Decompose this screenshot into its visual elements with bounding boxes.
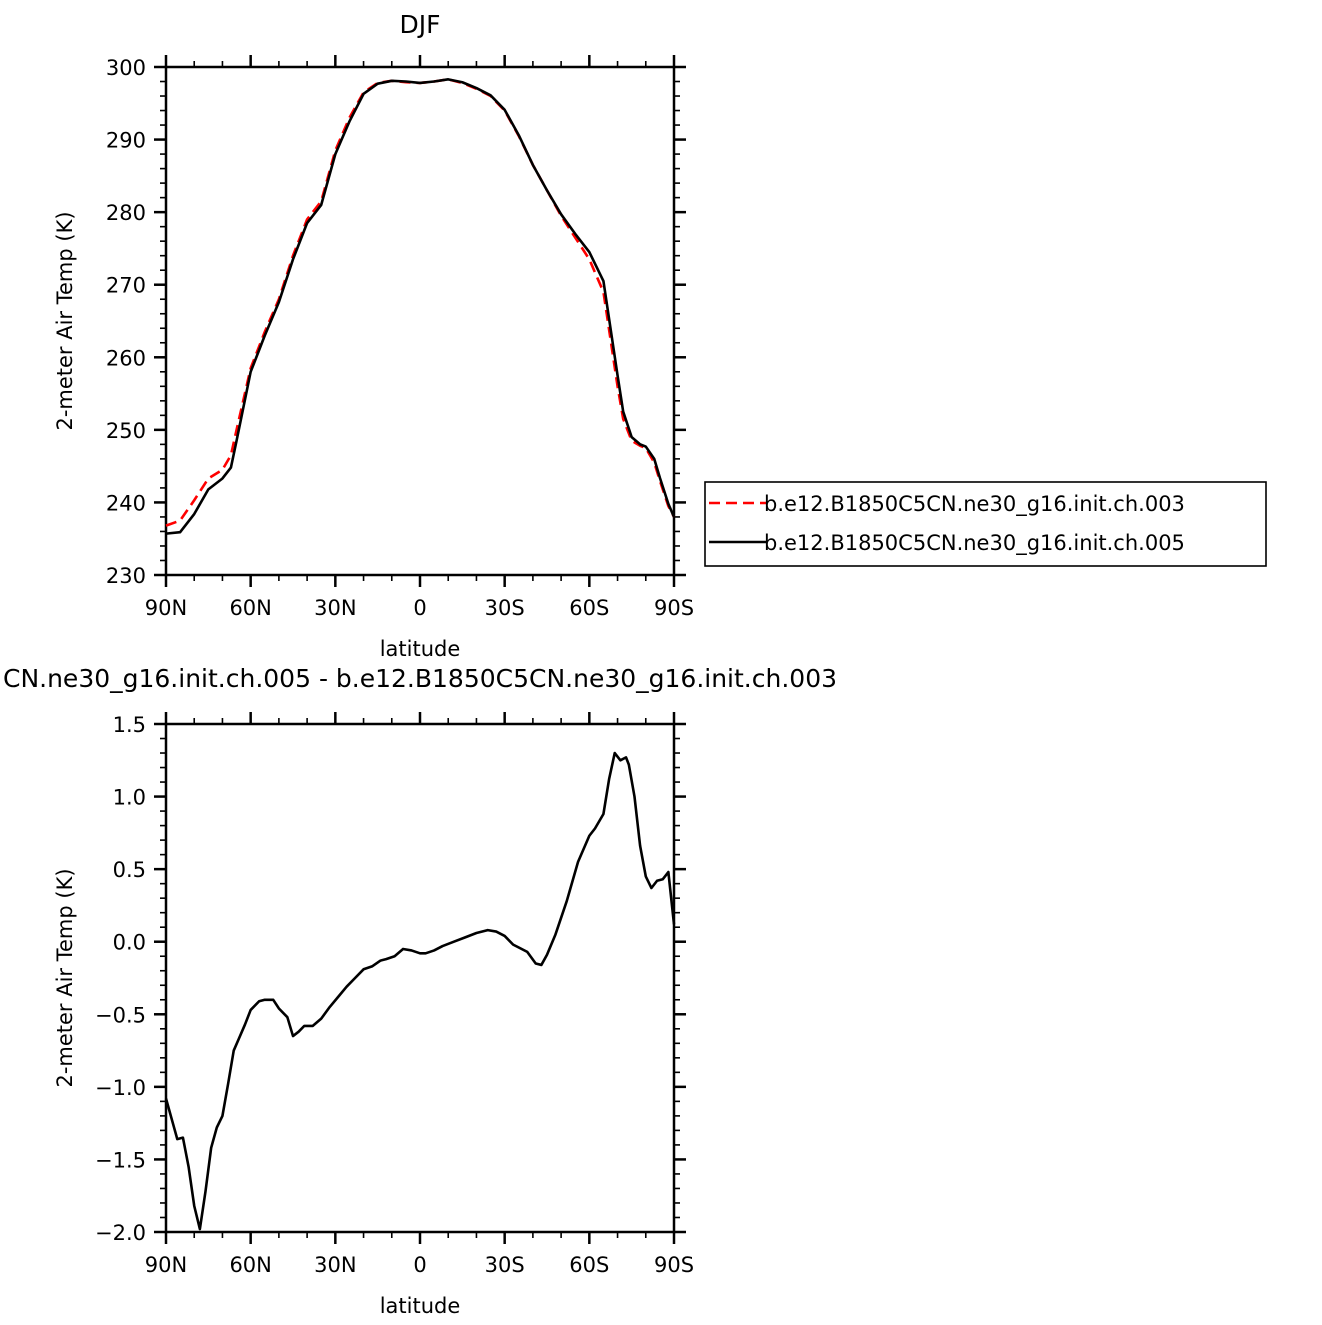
series-line-1: [164, 751, 676, 1231]
x-tick-label: 30S: [485, 596, 525, 620]
y-tick-label: 300: [106, 56, 146, 80]
x-tick-label: 30N: [314, 596, 356, 620]
x-tick-label: 60N: [229, 596, 271, 620]
tick-marks: [160, 718, 680, 1238]
series-line-1: [165, 78, 676, 527]
legend-label-1: b.e12.B1850C5CN.ne30_g16.init.ch.003: [764, 492, 1185, 517]
y-tick-label: 280: [106, 201, 146, 225]
x-tick-label: 30N: [314, 1253, 356, 1277]
x-axis-label: latitude: [380, 637, 461, 661]
y-tick-label: 240: [106, 491, 146, 515]
series-line-2: [165, 78, 676, 535]
y-axis-label: 2-meter Air Temp (K): [53, 211, 77, 430]
y-tick-label: −0.5: [95, 1003, 146, 1027]
x-tick-label: 60N: [229, 1253, 271, 1277]
legend: b.e12.B1850C5CN.ne30_g16.init.ch.003 b.e1…: [704, 481, 1267, 567]
y-tick-label: 1.5: [113, 713, 146, 737]
y-tick-label: 260: [106, 346, 146, 370]
x-tick-label: 90S: [654, 1253, 694, 1277]
x-tick-label: 60S: [569, 1253, 609, 1277]
y-tick-label: −1.5: [95, 1148, 146, 1172]
y-tick-label: 250: [106, 419, 146, 443]
y-tick-label: 0.5: [113, 858, 146, 882]
y-axis-label: 2-meter Air Temp (K): [53, 868, 77, 1087]
x-tick-label: 30S: [485, 1253, 525, 1277]
chart-panel-2: CN.ne30_g16.init.ch.005 - b.e12.B1850C5C…: [3, 664, 837, 1318]
y-tick-label: −1.0: [95, 1076, 146, 1100]
legend-box: [704, 481, 1267, 567]
y-tick-label: 270: [106, 274, 146, 298]
x-tick-label: 90S: [654, 596, 694, 620]
chart-panel-1: DJF 90N 60N 30N 0 30S 60S 90S 230 240 250 260 270 280…: [53, 10, 1267, 661]
plot-frame: [164, 65, 676, 577]
y-tick-label: −2.0: [95, 1221, 146, 1245]
plot-frame: [164, 722, 676, 1234]
chart-title: CN.ne30_g16.init.ch.005 - b.e12.B1850C5C…: [3, 664, 837, 693]
y-tick-label: 290: [106, 129, 146, 153]
y-tick-label: 1.0: [113, 786, 146, 810]
x-axis-label: latitude: [380, 1294, 461, 1318]
y-tick-label: 0.0: [113, 931, 146, 955]
chart-title: DJF: [399, 10, 440, 39]
plot-area: [165, 78, 676, 535]
x-tick-label: 90N: [145, 596, 187, 620]
legend-label-2: b.e12.B1850C5CN.ne30_g16.init.ch.005: [764, 531, 1185, 556]
x-tick-label: 0: [413, 1253, 426, 1277]
x-tick-label: 90N: [145, 1253, 187, 1277]
x-tick-label: 60S: [569, 596, 609, 620]
tick-marks: [160, 61, 680, 581]
y-tick-label: 230: [106, 564, 146, 588]
plot-area: [164, 751, 676, 1231]
x-tick-label: 0: [413, 596, 426, 620]
